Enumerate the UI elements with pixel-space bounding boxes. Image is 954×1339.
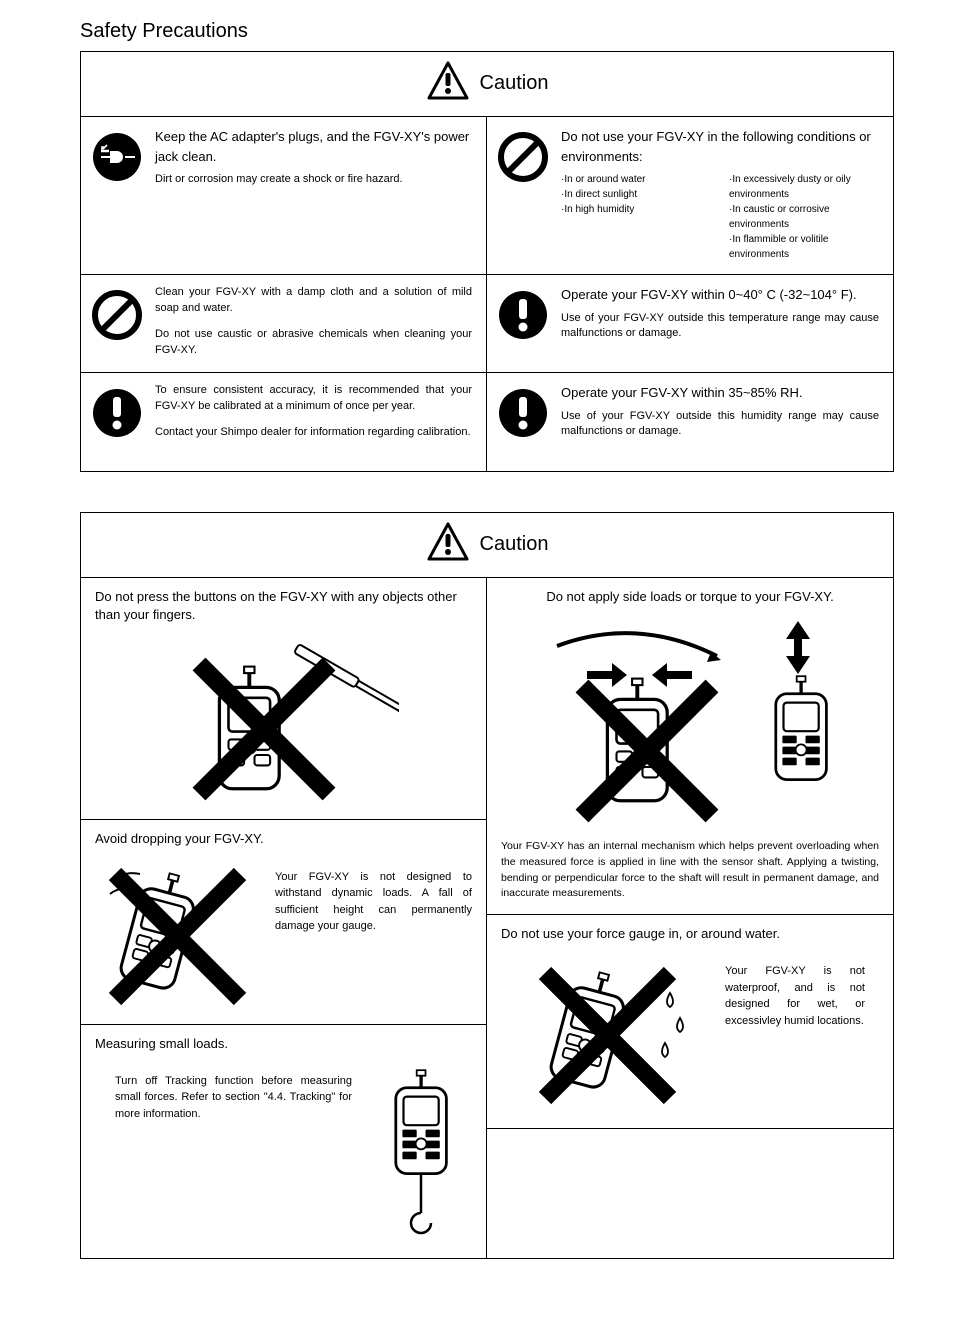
condition-item: ·In flammible or volitile environments: [729, 232, 879, 262]
caution-header: Caution: [81, 52, 893, 117]
caution-cell: Operate your FGV-XY within 35~85% RH. Us…: [487, 373, 893, 471]
conditions-columns: ·In or around water ·In direct sunlight …: [561, 172, 879, 262]
caution-lead: Keep the AC adapter's plugs, and the FGV…: [155, 127, 472, 166]
caution-header: Caution: [81, 513, 893, 578]
caution-cell: Keep the AC adapter's plugs, and the FGV…: [81, 117, 487, 275]
exclamation-icon: [91, 383, 143, 439]
panel-buttons: Do not press the buttons on the FGV-XY w…: [81, 578, 486, 820]
caution-label: Caution: [480, 72, 549, 95]
illustration-water-x: [515, 953, 715, 1116]
panel-water: Do not use your force gauge in, or aroun…: [487, 915, 893, 1129]
plug-icon: [91, 127, 143, 183]
condition-item: ·In high humidity: [561, 202, 711, 217]
caution-lead: Operate your FGV-XY within 0~40° C (-32~…: [561, 285, 879, 305]
page-title: Safety Precautions: [80, 20, 894, 43]
exclamation-icon: [497, 285, 549, 341]
caution-grid: Keep the AC adapter's plugs, and the FGV…: [81, 117, 893, 471]
caution-box-1: Caution Keep the AC adapter's plugs, and…: [80, 51, 894, 472]
caution-sub: Use of your FGV-XY outside this temperat…: [561, 311, 879, 343]
illustration-drop-x: [95, 859, 265, 1012]
caution-lead: Do not use your FGV-XY in the following …: [561, 127, 879, 166]
panel-title: Measuring small loads.: [95, 1035, 472, 1053]
panel-drop: Avoid dropping your FGV-XY. Your FGV-XY …: [81, 820, 486, 1024]
panel-text: Your FGV-XY is not waterproof, and is no…: [725, 953, 865, 1029]
illustration-gauge-hook: [362, 1063, 472, 1246]
panel-text: Turn off Tracking function before measur…: [95, 1063, 352, 1123]
caution-sub: Do not use caustic or abrasive chemicals…: [155, 327, 472, 359]
panel-sideload: Do not apply side loads or torque to you…: [487, 578, 893, 915]
illustration-axial-ok: [743, 616, 853, 829]
panel-title: Do not use your force gauge in, or aroun…: [501, 925, 879, 943]
illustration-torque-x: [527, 616, 727, 829]
panel-title: Avoid dropping your FGV-XY.: [95, 830, 472, 848]
condition-item: ·In excessively dusty or oily environmen…: [729, 172, 879, 202]
caution-cell: To ensure consistent accuracy, it is rec…: [81, 373, 487, 471]
caution-lead: Operate your FGV-XY within 35~85% RH.: [561, 383, 879, 403]
panel-title: Do not press the buttons on the FGV-XY w…: [95, 588, 472, 624]
prohibit-icon: [91, 285, 143, 341]
panel-small-loads: Measuring small loads. Turn off Tracking…: [81, 1025, 486, 1258]
condition-item: ·In direct sunlight: [561, 187, 711, 202]
caution-cell: Clean your FGV-XY with a damp cloth and …: [81, 275, 487, 373]
caution-cell: Do not use your FGV-XY in the following …: [487, 117, 893, 275]
condition-item: ·In or around water: [561, 172, 711, 187]
caution-sub: Use of your FGV-XY outside this humidity…: [561, 409, 879, 441]
caution-sub: Contact your Shimpo dealer for informati…: [155, 425, 472, 441]
panel-description: Your FGV-XY has an internal mechanism wh…: [501, 839, 879, 902]
caution-lead: Clean your FGV-XY with a damp cloth and …: [155, 285, 472, 317]
panel-title: Do not apply side loads or torque to you…: [501, 588, 879, 606]
panel-empty: [487, 1129, 893, 1219]
panel-text: Your FGV-XY is not designed to withstand…: [275, 859, 472, 935]
warning-triangle-icon: [426, 521, 470, 567]
caution-label: Caution: [480, 533, 549, 556]
caution-box-2: Caution Do not press the buttons on the …: [80, 512, 894, 1259]
prohibit-icon: [497, 127, 549, 183]
condition-item: ·In caustic or corrosive environments: [729, 202, 879, 232]
exclamation-icon: [497, 383, 549, 439]
left-column: Do not press the buttons on the FGV-XY w…: [81, 578, 487, 1258]
illustration-buttons-x: [169, 634, 399, 807]
caution-sub: Dirt or corrosion may create a shock or …: [155, 172, 472, 188]
caution-lead: To ensure consistent accuracy, it is rec…: [155, 383, 472, 415]
right-column: Do not apply side loads or torque to you…: [487, 578, 893, 1258]
caution-cell: Operate your FGV-XY within 0~40° C (-32~…: [487, 275, 893, 373]
warning-triangle-icon: [426, 60, 470, 106]
